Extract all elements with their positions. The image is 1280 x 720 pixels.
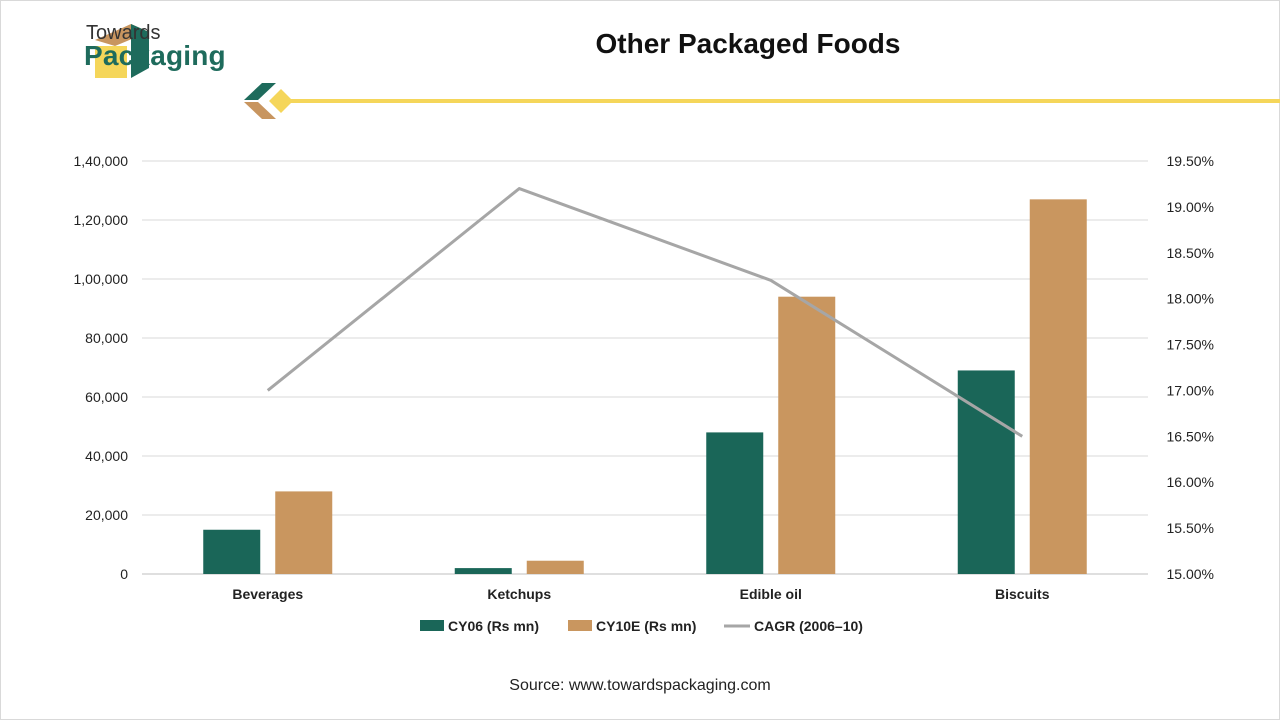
bar [957, 370, 1015, 574]
legend-label: CY06 (Rs mn) [448, 618, 539, 634]
bar [275, 491, 333, 574]
bar [706, 432, 764, 574]
towards-packaging-logo [95, 24, 149, 78]
y-left-tick-label: 80,000 [85, 330, 128, 346]
bar [454, 568, 512, 574]
cagr-line [266, 187, 1024, 438]
logo-box-front [95, 46, 127, 78]
legend: CY06 (Rs mn) CY10E (Rs mn) CAGR (2006–10) [420, 618, 863, 634]
divider-line [290, 99, 1280, 103]
y-left-tick-label: 1,40,000 [74, 153, 129, 169]
y-left-tick-label: 0 [120, 566, 128, 582]
legend-swatch [568, 620, 592, 631]
y-right-tick-label: 17.00% [1167, 382, 1214, 398]
ornament-tan-chevron [244, 102, 276, 119]
cagr-line-series [266, 187, 1024, 438]
bar-series [203, 199, 1087, 574]
y-right-tick-label: 18.50% [1167, 245, 1214, 261]
brand-name-top: Towards [86, 22, 161, 44]
y-left-tick-label: 40,000 [85, 448, 128, 464]
legend-label: CY10E (Rs mn) [596, 618, 696, 634]
bar [1029, 199, 1087, 574]
y-right-tick-label: 19.50% [1167, 153, 1214, 169]
y-right-tick-label: 15.50% [1167, 520, 1214, 536]
ornament-yellow-diamond [269, 89, 293, 113]
legend-label: CAGR (2006–10) [754, 618, 863, 634]
x-axis: Beverages Ketchups Edible oil Biscuits [232, 586, 1049, 602]
ornament-teal-chevron [244, 83, 276, 100]
y-right-tick-label: 15.00% [1167, 566, 1214, 582]
brand-name-bottom: Packaging [84, 40, 226, 71]
chart-title: Other Packaged Foods [595, 28, 901, 59]
bar [526, 560, 584, 574]
legend-swatch [420, 620, 444, 631]
divider-ornament [244, 83, 1280, 119]
y-left-tick-label: 1,20,000 [74, 212, 129, 228]
y-left-tick-label: 20,000 [85, 507, 128, 523]
source-note: Source: www.towardspackaging.com [509, 677, 771, 694]
y-right-tick-label: 19.00% [1167, 199, 1214, 215]
x-tick-label: Beverages [232, 586, 303, 602]
x-tick-label: Biscuits [995, 586, 1050, 602]
x-tick-label: Ketchups [487, 586, 551, 602]
logo-box-side [131, 24, 149, 78]
y-left-tick-label: 1,00,000 [74, 271, 129, 287]
y-right-tick-label: 16.50% [1167, 428, 1214, 444]
bar [778, 296, 836, 574]
y-axis-left: 0 20,000 40,000 60,000 80,000 1,00,000 1,20,00… [74, 153, 129, 582]
y-axis-right: 15.00% 15.50% 16.00% 16.50% 17.00% 17.50% 18.0… [1167, 153, 1214, 582]
x-tick-label: Edible oil [740, 586, 802, 602]
y-right-tick-label: 17.50% [1167, 337, 1214, 353]
bar [203, 529, 261, 574]
y-left-tick-label: 60,000 [85, 389, 128, 405]
y-right-tick-label: 18.00% [1167, 291, 1214, 307]
y-right-tick-label: 16.00% [1167, 474, 1214, 490]
